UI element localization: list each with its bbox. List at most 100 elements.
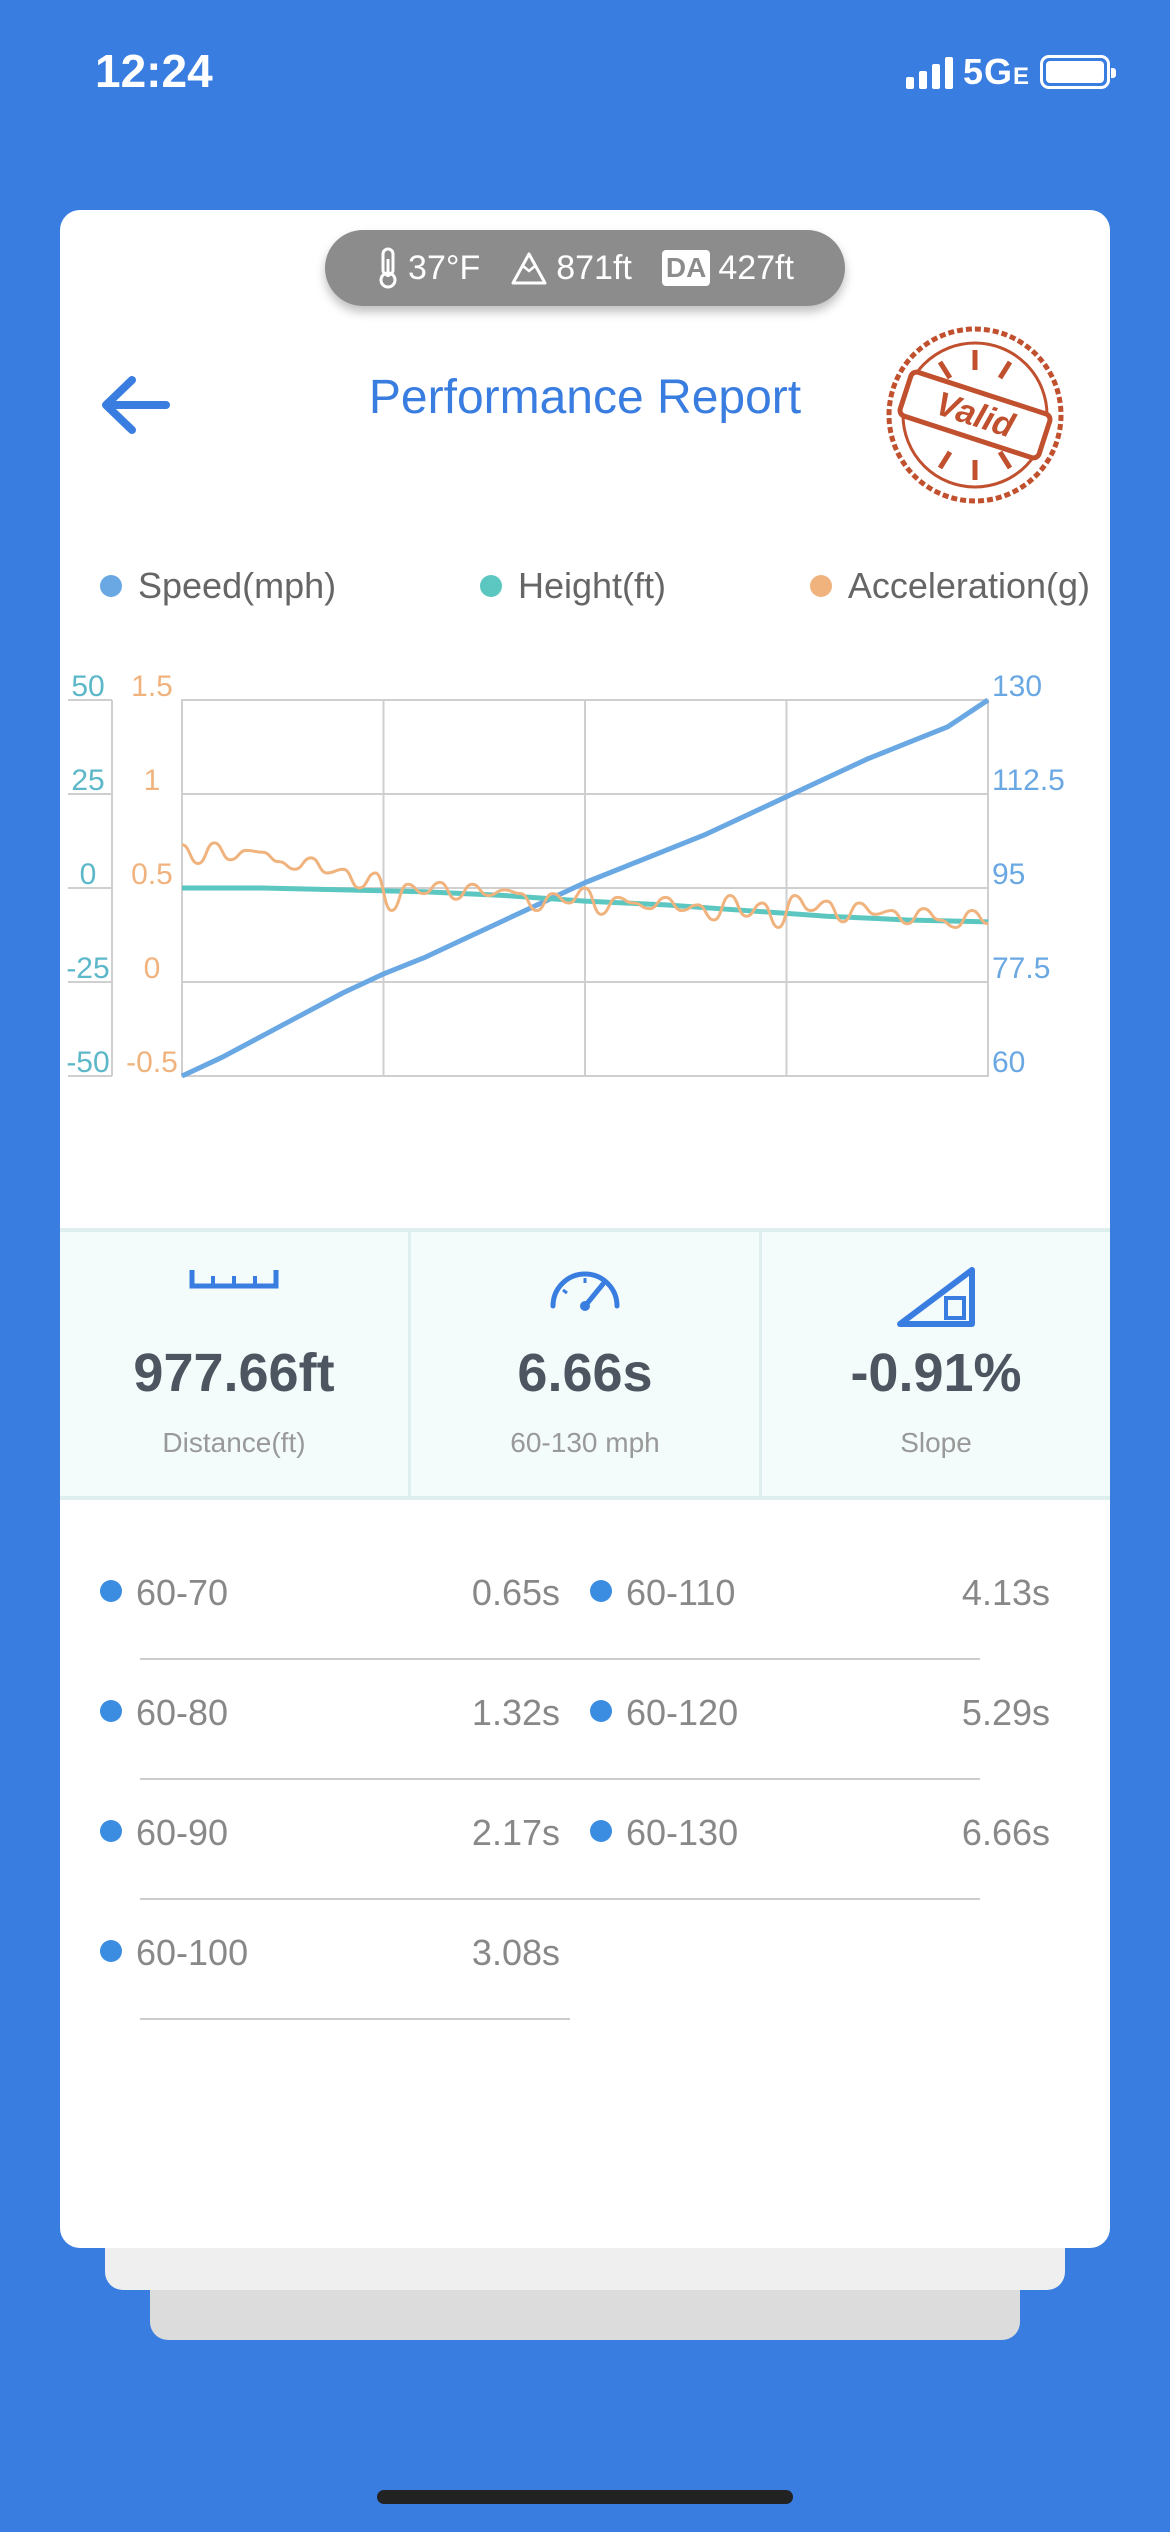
valid-stamp-icon: Valid: [886, 326, 1064, 504]
split-dot: [590, 1820, 612, 1842]
split-dot: [100, 1820, 122, 1842]
density-altitude-item: DA 427ft: [661, 248, 794, 288]
home-indicator[interactable]: [377, 2490, 793, 2504]
split-time: 0.65s: [471, 1572, 560, 1613]
distance-label: Distance(ft): [162, 1427, 306, 1458]
split-row: 60-90 2.17s: [100, 1780, 570, 1900]
report-card: 37°F 871ft DA 427ft Performance Report: [60, 210, 1110, 2248]
arrow-left-icon: [102, 376, 170, 434]
chart-legend: Speed(mph) Height(ft) Acceleration(g): [100, 565, 1090, 607]
legend-speed-dot: [100, 575, 122, 597]
signal-icon: [905, 55, 953, 89]
split-divider: [140, 1658, 980, 1660]
split-dot: [590, 1580, 612, 1602]
network-label: 5GE: [963, 51, 1030, 93]
altitude-item: 871ft: [510, 249, 632, 288]
split-divider: [140, 2018, 570, 2020]
split-time: 3.08s: [471, 1932, 560, 1973]
accel-tick-label: 0: [144, 952, 161, 985]
chart-axes: 50 25 0 -25 -50 1.5 1 0.5 0 -0.5 130 112.5 95 77.5 60: [66, 670, 1065, 1079]
speed-tick-label: 130: [992, 670, 1042, 703]
time-value: 6.66s: [517, 1343, 653, 1403]
split-range: 60-80: [136, 1692, 229, 1733]
accel-tick-label: -0.5: [126, 1046, 178, 1079]
split-range: 60-130: [626, 1812, 739, 1853]
battery-icon: [1040, 55, 1116, 89]
split-range: 60-70: [136, 1572, 229, 1613]
legend-height-label: Height(ft): [517, 565, 667, 606]
altitude-value: 871ft: [556, 248, 632, 287]
performance-chart: 50 25 0 -25 -50 1.5 1 0.5 0 -0.5 130 112.5 95 77.5 60: [66, 670, 1065, 1079]
split-range: 60-110: [626, 1572, 736, 1613]
split-divider: [140, 1778, 980, 1780]
split-range: 60-120: [626, 1692, 739, 1733]
height-tick-label: -50: [66, 1046, 109, 1079]
stat-time: 6.66s 60-130 mph: [411, 1232, 762, 1496]
height-tick-label: 50: [71, 670, 104, 703]
status-bar: 12:24 5GE: [0, 0, 1170, 140]
speed-tick-label: 95: [992, 858, 1025, 891]
split-row: 60-100 3.08s: [100, 1900, 570, 2020]
battery-fill: [1046, 61, 1104, 83]
slope-icon: [897, 1267, 975, 1327]
split-dot: [100, 1580, 122, 1602]
split-dot: [100, 1940, 122, 1962]
height-tick-label: 25: [71, 764, 104, 797]
split-range: 60-90: [136, 1812, 229, 1853]
slope-label: Slope: [900, 1427, 972, 1458]
legend-speed: Speed(mph): [100, 565, 336, 607]
da-badge: DA: [661, 250, 711, 286]
time-label: 60-130 mph: [510, 1427, 660, 1458]
status-indicators: 5GE: [905, 51, 1116, 93]
accel-tick-label: 1: [144, 764, 161, 797]
chart-series: [180, 697, 990, 1079]
legend-acceleration-dot: [809, 575, 832, 597]
status-time: 12:24: [95, 45, 213, 97]
split-row: 60-120 5.29s: [140, 1660, 1050, 1780]
height-tick-label: 0: [80, 858, 97, 891]
split-time: 5.29s: [961, 1692, 1050, 1733]
split-row: 60-80 1.32s: [100, 1660, 570, 1780]
density-altitude-value: 427ft: [718, 248, 794, 287]
network-type: 5G: [962, 51, 1013, 92]
network-sub: E: [1012, 63, 1030, 90]
split-time: 2.17s: [471, 1812, 560, 1853]
split-range: 60-100: [136, 1932, 249, 1973]
split-divider: [140, 1898, 980, 1900]
height-tick-label: -25: [66, 952, 109, 985]
mountain-icon: [511, 252, 547, 285]
distance-value: 977.66ft: [133, 1343, 335, 1403]
split-time: 4.13s: [961, 1572, 1050, 1613]
split-row: 60-70 0.65s: [100, 1540, 570, 1660]
legend-acceleration-label: Acceleration(g): [847, 565, 1090, 606]
series-line-height: [182, 885, 989, 925]
thermometer-icon: [379, 247, 397, 289]
stat-slope: -0.91% Slope: [762, 1232, 1110, 1496]
speed-tick-label: 60: [992, 1046, 1025, 1079]
stat-distance: 977.66ft Distance(ft): [60, 1232, 411, 1496]
series-line-accel: [181, 841, 989, 929]
header: Performance Report Valid: [60, 326, 1110, 504]
speed-tick-label: 112.5: [992, 764, 1065, 797]
legend-height-dot: [479, 575, 502, 597]
ruler-icon: [189, 1270, 279, 1289]
split-dot: [590, 1700, 612, 1722]
legend-speed-label: Speed(mph): [138, 565, 337, 606]
accel-tick-label: 0.5: [131, 858, 173, 891]
series-line-speed: [180, 697, 990, 1079]
split-row: 60-110 4.13s: [140, 1540, 1050, 1660]
speed-tick-label: 77.5: [992, 952, 1050, 985]
stats-panel: 977.66ft Distance(ft) 6.66s 60-130 mph -…: [60, 1228, 1110, 1500]
legend-acceleration: Acceleration(g): [809, 565, 1090, 607]
back-button[interactable]: [90, 360, 180, 450]
split-time: 1.32s: [471, 1692, 560, 1733]
speedometer-icon: [550, 1271, 620, 1311]
page-title: Performance Report: [368, 371, 802, 424]
accel-tick-label: 1.5: [131, 670, 173, 703]
slope-value: -0.91%: [850, 1343, 1022, 1403]
split-row: 60-130 6.66s: [140, 1780, 1050, 1900]
temperature-value: 37°F: [408, 248, 481, 287]
split-dot: [100, 1700, 122, 1722]
environment-pill: 37°F 871ft DA 427ft: [325, 230, 845, 306]
split-time: 6.66s: [961, 1812, 1050, 1853]
